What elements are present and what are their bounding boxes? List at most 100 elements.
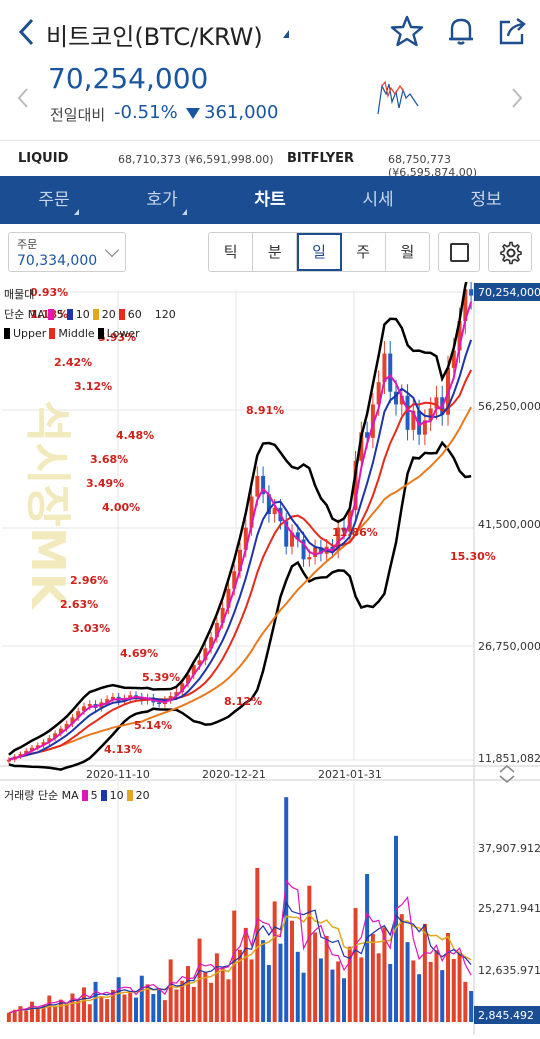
- candle-body: [376, 382, 381, 405]
- caret-down-icon[interactable]: [283, 30, 289, 38]
- share-icon[interactable]: [496, 14, 530, 48]
- volume-bar: [405, 942, 410, 1022]
- mini-chart: [377, 80, 419, 115]
- date-axis-label: 2021-01-31: [318, 768, 382, 781]
- candle-body: [336, 527, 341, 551]
- candle-body: [87, 703, 92, 707]
- volume-bar: [318, 958, 323, 1022]
- period-minute-button[interactable]: 분: [253, 233, 298, 271]
- order-price-select[interactable]: 주문 70,334,000: [8, 232, 126, 272]
- volume-profile-label: 15.30%: [450, 550, 496, 563]
- volume-bar: [76, 1000, 81, 1022]
- volume-bar: [376, 953, 381, 1022]
- period-tick-button[interactable]: 틱: [209, 233, 254, 271]
- candle-body: [399, 395, 404, 405]
- volume-bar: [469, 990, 474, 1022]
- volume-bar: [463, 981, 468, 1022]
- period-day-button[interactable]: 일: [297, 233, 342, 271]
- current-volume-tag: [474, 1006, 540, 1024]
- middle-label: Middle: [58, 327, 95, 340]
- exchange-value: 68,710,373 (¥6,591,998.00): [118, 153, 274, 166]
- volume-profile-legend: 매물대: [4, 288, 35, 301]
- expand-up-icon: [499, 765, 515, 773]
- bell-icon[interactable]: [444, 14, 478, 48]
- volume-bar: [457, 952, 462, 1022]
- volume-bar: [180, 980, 185, 1022]
- volume-bar: [220, 968, 225, 1022]
- top-bar: 비트코인(BTC/KRW): [0, 0, 540, 62]
- volume-ma-legend: 거래량 단순 MA 5 10 20: [4, 787, 150, 803]
- candle-body: [18, 754, 23, 757]
- period-selector: 틱 분 일 주 월: [208, 232, 430, 272]
- ma-legend: 단순 MA 5 10 20 60 120: [4, 306, 176, 322]
- volume-profile-label: 3.12%: [74, 380, 112, 393]
- volume-profile-label: 4.13%: [104, 743, 142, 756]
- date-axis-label: 2020-12-21: [202, 768, 266, 781]
- current-price: 70,254,000: [48, 62, 209, 95]
- price-volume-chart[interactable]: 석시장MK 0.93%1.18%5.93%2.42%3.12%8.91%4.48…: [0, 263, 540, 1035]
- tab-order[interactable]: 주문: [38, 190, 70, 210]
- candle-body: [53, 733, 58, 739]
- volume-bar: [330, 969, 335, 1022]
- tab-orderbook[interactable]: 호가: [146, 190, 178, 210]
- fullscreen-button[interactable]: [438, 232, 480, 272]
- candle-body: [428, 408, 433, 421]
- volume-legend-label: 거래량 단순 MA: [4, 789, 79, 802]
- settings-button[interactable]: [488, 232, 532, 272]
- lower-label: Lower: [106, 327, 140, 340]
- period-month-button[interactable]: 월: [400, 243, 415, 261]
- tab-info[interactable]: 정보: [470, 190, 502, 210]
- volume-bar: [243, 927, 248, 1022]
- current-price-tag: [474, 283, 540, 301]
- candle-body: [434, 397, 439, 409]
- current-volume-tag-label: 2,845.492: [478, 1009, 534, 1022]
- volume-bar: [347, 946, 352, 1022]
- candle-body: [353, 460, 358, 511]
- vol-ma10-swatch: [100, 789, 107, 801]
- volume-bar: [214, 953, 219, 1022]
- candle-body: [365, 432, 370, 438]
- ma120-label: 120: [154, 307, 176, 321]
- volume-profile-label: 8.91%: [246, 404, 284, 417]
- chevron-right-icon[interactable]: [510, 86, 524, 116]
- candle-body: [272, 507, 277, 515]
- candle-body: [405, 395, 410, 430]
- price-axis-label: 41,500,000: [478, 518, 540, 531]
- volume-bar: [70, 993, 75, 1022]
- candle-body: [394, 391, 398, 405]
- page-title[interactable]: 비트코인(BTC/KRW): [46, 23, 263, 51]
- tab-market[interactable]: 시세: [362, 190, 394, 210]
- chevron-left-icon[interactable]: [12, 14, 42, 50]
- date-axis-label: 2020-11-10: [86, 768, 150, 781]
- volume-profile-label: 3.49%: [86, 477, 124, 490]
- volume-bar: [324, 936, 329, 1022]
- candle-body: [105, 699, 110, 703]
- volume-bar: [30, 1001, 34, 1022]
- volume-bar: [399, 914, 404, 1022]
- volume-profile-label: 8.12%: [224, 695, 262, 708]
- candle-body: [290, 532, 294, 547]
- candle-body: [220, 607, 225, 623]
- star-icon[interactable]: [390, 14, 424, 48]
- candle-body: [388, 353, 393, 392]
- volume-bar: [174, 989, 179, 1022]
- candle-body: [110, 696, 115, 700]
- volume-bar: [278, 943, 283, 1022]
- ma20-line: [8, 369, 472, 761]
- candle-body: [295, 532, 300, 540]
- candle-body: [359, 432, 364, 461]
- volume-bar: [116, 977, 121, 1022]
- candle-body: [238, 549, 242, 572]
- volume-bar: [64, 1003, 69, 1022]
- volume-bar: [226, 979, 231, 1022]
- volume-bar: [41, 1005, 46, 1022]
- candle-body: [284, 521, 289, 547]
- period-week-button[interactable]: 주: [342, 233, 386, 271]
- volume-bar: [134, 997, 138, 1022]
- exchange-row: LIQUID 68,710,373 (¥6,591,998.00) BITFLY…: [0, 140, 540, 179]
- chart-area[interactable]: 석시장MK 0.93%1.18%5.93%2.42%3.12%8.91%4.48…: [0, 263, 540, 1035]
- candle-body: [318, 547, 323, 554]
- upper-swatch: [4, 328, 10, 339]
- chevron-left-icon[interactable]: [16, 86, 30, 116]
- tab-chart[interactable]: 차트: [254, 190, 286, 210]
